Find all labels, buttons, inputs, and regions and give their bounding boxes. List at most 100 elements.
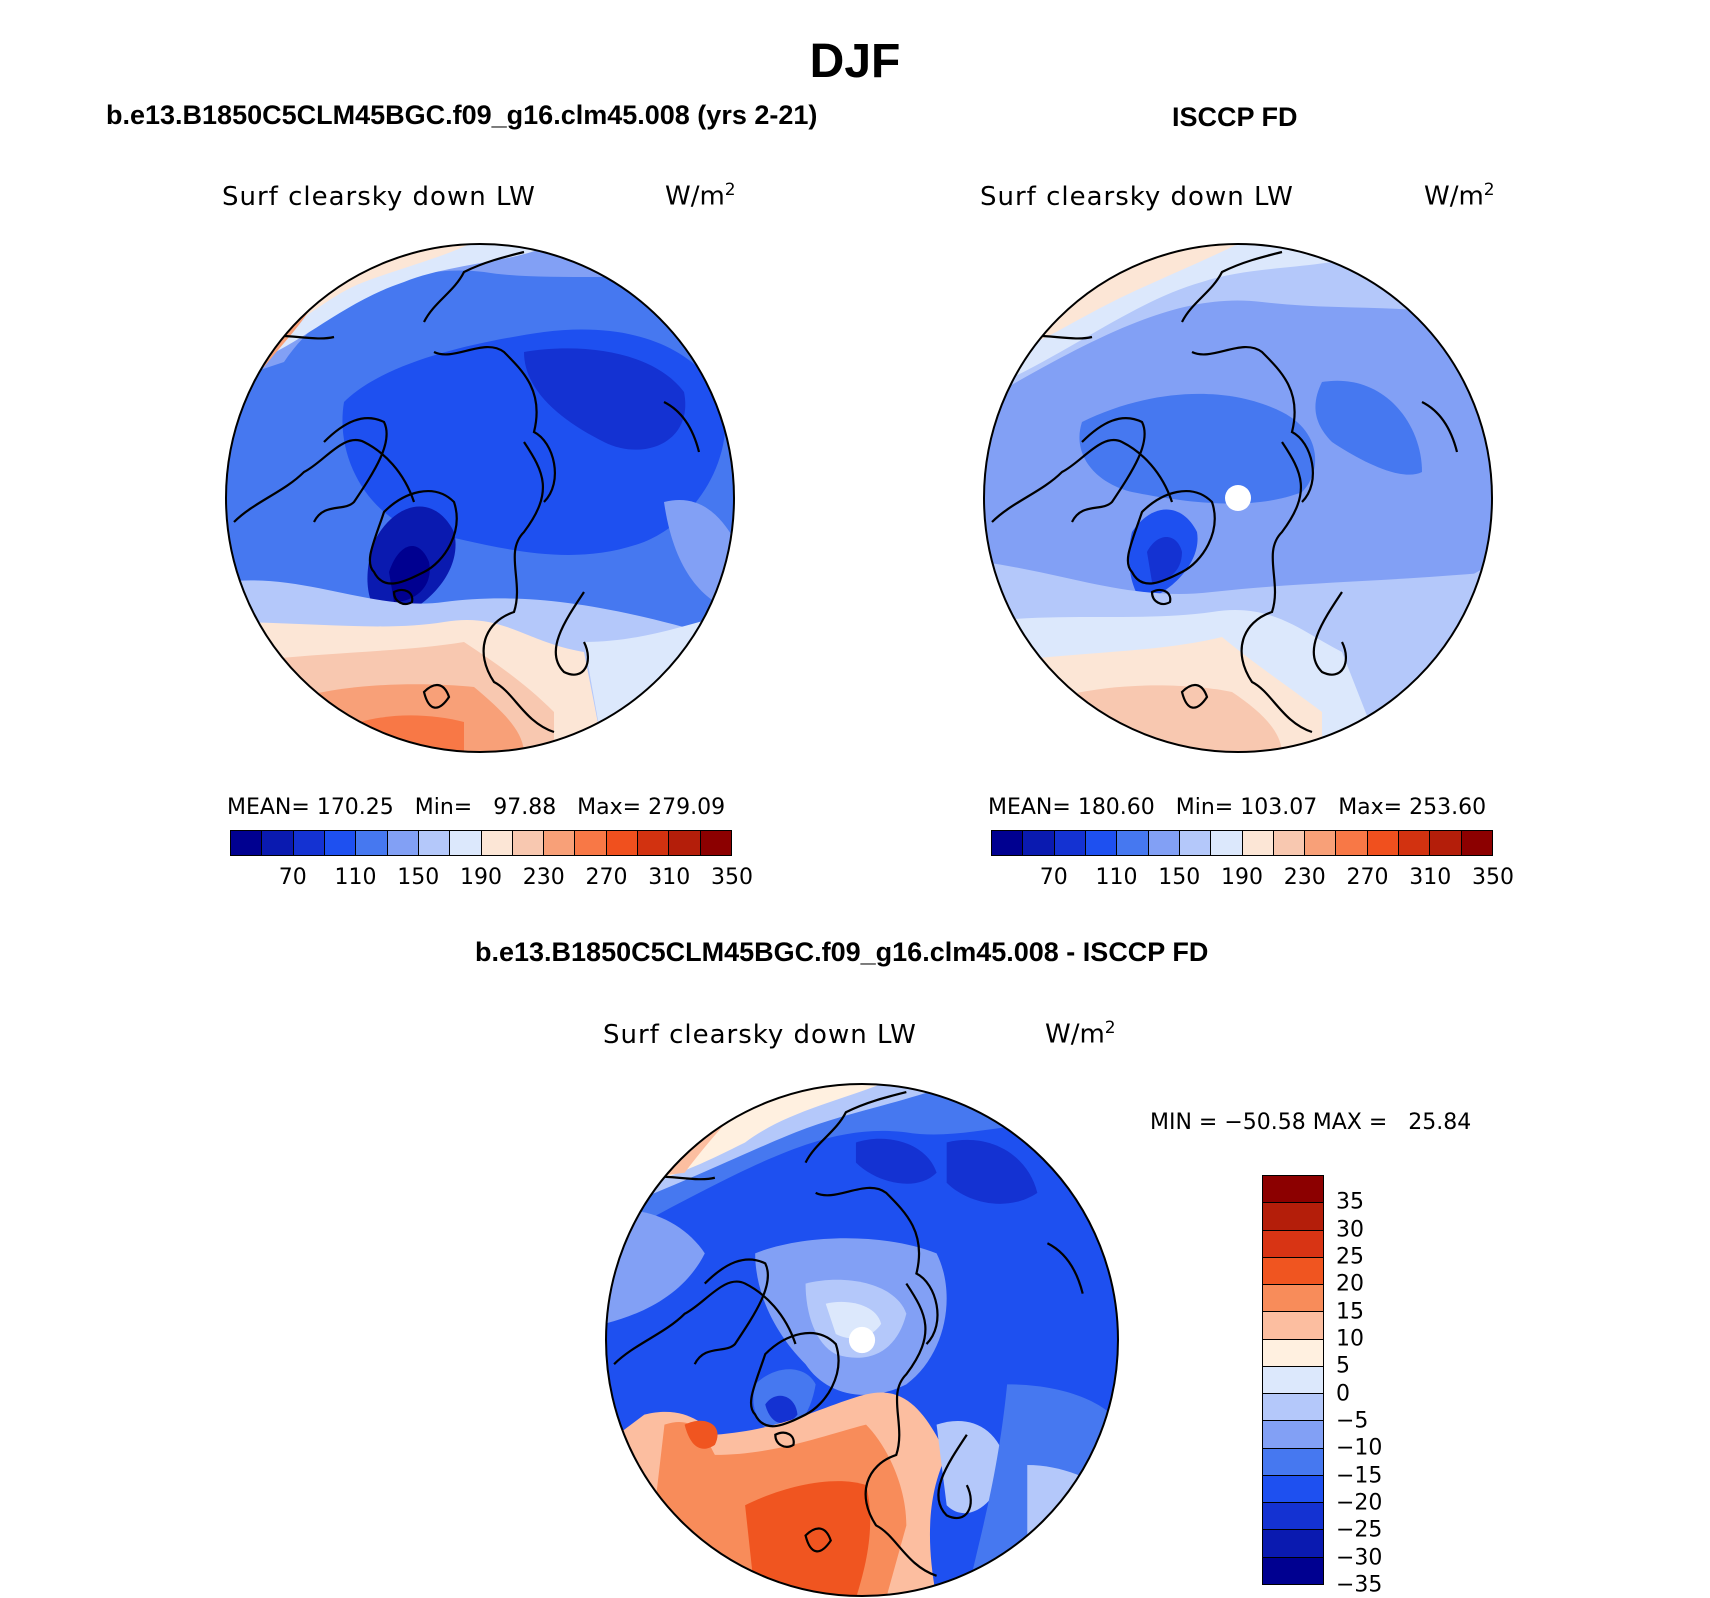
colorbar-swatch <box>1117 831 1149 855</box>
coastlines <box>613 1091 1084 1577</box>
model-colorbar-ticks: 70 110 150 190 230 270 310 350 <box>230 865 753 891</box>
colorbar-swatch <box>1148 831 1180 855</box>
colorbar-tick-label: 310 <box>1409 865 1452 890</box>
colorbar-tick-label: 110 <box>1095 865 1138 890</box>
model-units-label: W/m2 <box>665 180 736 212</box>
obs-panel-title: ISCCP FD <box>1172 102 1298 132</box>
colorbar-swatch <box>700 831 731 855</box>
colorbar-swatch <box>450 831 482 855</box>
coastlines <box>991 250 1459 734</box>
colorbar-tick-label: 20 <box>1336 1271 1364 1297</box>
colorbar-tick-label: 190 <box>460 865 502 890</box>
colorbar-swatch <box>418 831 451 855</box>
obs-stats: MEAN= 180.60 Min= 103.07 Max= 253.60 <box>988 795 1487 820</box>
colorbar-swatch <box>1263 1394 1323 1422</box>
colorbar-tick-label: 150 <box>1158 865 1201 890</box>
colorbar-tick-label: 70 <box>278 865 307 890</box>
figure-title: DJF <box>809 35 901 88</box>
colorbar-swatch <box>262 831 294 855</box>
colorbar-swatch <box>669 831 701 855</box>
colorbar-swatch <box>1305 831 1337 855</box>
colorbar-swatch <box>1430 831 1462 855</box>
colorbar-swatch <box>544 831 576 855</box>
model-stats: MEAN= 170.25 Min= 97.88 Max= 279.09 <box>227 795 726 820</box>
colorbar-swatch <box>1085 831 1118 855</box>
colorbar-swatch <box>1263 1285 1323 1313</box>
colorbar-tick-label: 30 <box>1336 1217 1364 1243</box>
colorbar-tick-label: −5 <box>1336 1408 1369 1434</box>
colorbar-swatch <box>293 831 325 855</box>
colorbar-tick-label: 270 <box>1346 865 1389 890</box>
colorbar-tick-label: 350 <box>1472 865 1514 890</box>
model-polar-map <box>225 243 735 753</box>
diff-stats: MIN = −50.58 MAX = 25.84 <box>1150 1110 1472 1135</box>
colorbar-swatch <box>1367 831 1400 855</box>
obs-units-label: W/m2 <box>1424 180 1495 212</box>
colorbar-swatch <box>1263 1176 1323 1204</box>
obs-colorbar <box>991 830 1493 856</box>
colorbar-swatch <box>231 831 263 855</box>
missing-data-pole <box>1225 485 1251 511</box>
colorbar-tick-label: 350 <box>711 865 753 890</box>
colorbar-tick-label: −35 <box>1336 1572 1383 1598</box>
colorbar-tick-label: 25 <box>1336 1244 1364 1270</box>
diff-colorbar <box>1262 1175 1324 1585</box>
colorbar-swatch <box>1263 1503 1323 1531</box>
colorbar-tick-label: 150 <box>397 865 440 890</box>
model-colorbar <box>230 830 732 856</box>
colorbar-swatch <box>606 831 639 855</box>
colorbar-tick-label: −25 <box>1336 1517 1383 1543</box>
colorbar-swatch <box>387 831 419 855</box>
coastlines <box>233 250 701 734</box>
obs-variable-label: Surf clearsky down LW <box>980 182 1294 212</box>
colorbar-swatch <box>512 831 545 855</box>
colorbar-swatch <box>1211 831 1243 855</box>
colorbar-tick-label: 230 <box>522 865 565 890</box>
colorbar-tick-label: 110 <box>334 865 377 890</box>
colorbar-swatch <box>992 831 1024 855</box>
colorbar-tick-label: 15 <box>1336 1299 1364 1325</box>
diff-units-label: W/m2 <box>1045 1018 1116 1050</box>
missing-data-pole <box>848 1326 876 1354</box>
colorbar-swatch <box>1263 1203 1323 1231</box>
colorbar-swatch <box>1263 1230 1323 1258</box>
colorbar-swatch <box>1273 831 1306 855</box>
colorbar-swatch <box>1263 1339 1323 1367</box>
model-variable-label: Surf clearsky down LW <box>222 182 536 212</box>
colorbar-swatch <box>1263 1312 1323 1340</box>
colorbar-swatch <box>638 831 670 855</box>
diff-colorbar-ticks: 35 30 25 20 15 10 5 0 −5 −10 −15 −20 −25 −30 −35 <box>1336 1175 1416 1598</box>
colorbar-swatch <box>1179 831 1212 855</box>
colorbar-tick-label: −15 <box>1336 1463 1383 1489</box>
colorbar-swatch <box>356 831 388 855</box>
colorbar-swatch <box>1399 831 1431 855</box>
colorbar-swatch <box>1263 1421 1323 1449</box>
colorbar-tick-label: 35 <box>1336 1189 1364 1215</box>
colorbar-tick-label: 10 <box>1336 1326 1364 1352</box>
colorbar-tick-label: −30 <box>1336 1545 1383 1571</box>
colorbar-tick-label: 5 <box>1336 1353 1350 1379</box>
model-panel-title: b.e13.B1850C5CLM45BGC.f09_g16.clm45.008 … <box>106 100 818 130</box>
colorbar-swatch <box>1461 831 1492 855</box>
obs-colorbar-ticks: 70 110 150 190 230 270 310 350 <box>991 865 1514 891</box>
map-border <box>225 243 735 753</box>
colorbar-tick-label: 230 <box>1283 865 1326 890</box>
colorbar-tick-label: 190 <box>1221 865 1263 890</box>
colorbar-swatch <box>1242 831 1274 855</box>
diff-panel-title: b.e13.B1850C5CLM45BGC.f09_g16.clm45.008 … <box>475 937 1209 967</box>
colorbar-swatch <box>1263 1475 1323 1504</box>
obs-polar-map <box>983 243 1493 753</box>
colorbar-tick-label: 0 <box>1336 1381 1350 1407</box>
colorbar-swatch <box>1263 1557 1323 1584</box>
colorbar-tick-label: 270 <box>585 865 628 890</box>
colorbar-tick-label: −20 <box>1336 1490 1383 1516</box>
colorbar-swatch <box>1054 831 1086 855</box>
colorbar-swatch <box>1263 1366 1323 1395</box>
colorbar-swatch <box>575 831 607 855</box>
diff-polar-map <box>605 1083 1119 1597</box>
colorbar-swatch <box>1023 831 1055 855</box>
colorbar-swatch <box>324 831 357 855</box>
colorbar-tick-label: −10 <box>1336 1435 1383 1461</box>
colorbar-tick-label: 310 <box>648 865 691 890</box>
diff-variable-label: Surf clearsky down LW <box>603 1020 917 1050</box>
